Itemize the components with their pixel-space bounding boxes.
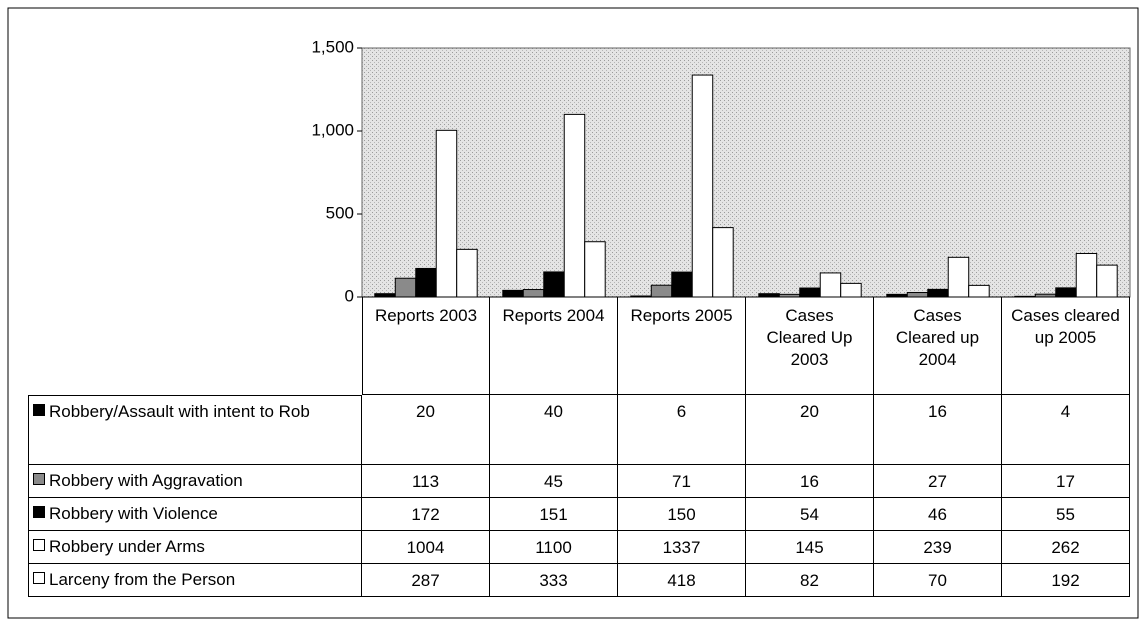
bar: [415, 267, 437, 298]
legend-label: Robbery under Arms: [49, 537, 205, 556]
table-value: 151: [490, 498, 618, 531]
table-value: 418: [618, 564, 746, 597]
row-header: Robbery with Violence: [28, 498, 362, 531]
column-header: Reports 2004: [490, 297, 618, 395]
row-header: Robbery/Assault with intent to Rob: [28, 395, 362, 465]
bar: [502, 289, 524, 298]
table-corner: [28, 297, 362, 395]
table-value: 1100: [490, 531, 618, 564]
y-tick-label: 0: [345, 286, 354, 305]
bar: [394, 277, 417, 298]
table-value: 113: [362, 465, 490, 498]
bar: [1075, 253, 1098, 298]
bar: [712, 227, 734, 298]
table-value: 287: [362, 564, 490, 597]
y-tick-label: 500: [326, 203, 354, 222]
table-value: 1004: [362, 531, 490, 564]
bar: [799, 287, 821, 298]
table-value: 20: [746, 395, 874, 465]
bar: [563, 113, 586, 298]
legend-label: Robbery with Violence: [49, 504, 218, 523]
table-value: 40: [490, 395, 618, 465]
bar: [456, 248, 478, 298]
row-header: Robbery with Aggravation: [28, 465, 362, 498]
frame: [7, 7, 1139, 619]
column-header: Cases cleared up 2005: [1002, 297, 1130, 395]
legend-key: [33, 404, 45, 416]
table-value: 16: [746, 465, 874, 498]
bar: [1055, 287, 1077, 298]
table-value: 262: [1002, 531, 1130, 564]
table-value: 145: [746, 531, 874, 564]
y-tick-label: 1,000: [311, 120, 354, 139]
legend-key: [33, 539, 45, 551]
table-value: 192: [1002, 564, 1130, 597]
table-value: 70: [874, 564, 1002, 597]
table-value: 150: [618, 498, 746, 531]
bar: [1096, 264, 1118, 298]
table-value: 45: [490, 465, 618, 498]
legend-key: [33, 572, 45, 584]
row-header: Larceny from the Person: [28, 564, 362, 597]
table-value: 71: [618, 465, 746, 498]
legend-key: [33, 506, 45, 518]
bar: [968, 284, 990, 298]
column-header: Reports 2003: [362, 297, 490, 395]
data-table: Reports 2003 Reports 2004 Reports 2005 Case…: [28, 297, 1130, 597]
bar: [840, 282, 862, 298]
table-value: 1337: [618, 531, 746, 564]
table-value: 54: [746, 498, 874, 531]
table-value: 27: [874, 465, 1002, 498]
row-header: Robbery under Arms: [28, 531, 362, 564]
bar: [435, 129, 458, 298]
column-header: Cases Cleared Up 2003: [746, 297, 874, 395]
table-value: 4: [1002, 395, 1130, 465]
table-value: 55: [1002, 498, 1130, 531]
bar: [691, 74, 714, 298]
bar: [927, 288, 949, 298]
bar: [522, 289, 545, 298]
legend-label: Robbery/Assault with intent to Rob: [49, 402, 310, 421]
bar: [671, 271, 693, 298]
bar: [947, 256, 970, 298]
column-header: Reports 2005: [618, 297, 746, 395]
bar: [543, 271, 565, 298]
table-value: 46: [874, 498, 1002, 531]
legend-key: [33, 473, 45, 485]
table-value: 172: [362, 498, 490, 531]
column-header: Cases Cleared up 2004: [874, 297, 1002, 395]
table-value: 239: [874, 531, 1002, 564]
table-value: 20: [362, 395, 490, 465]
legend-label: Larceny from the Person: [49, 570, 236, 589]
bar: [584, 241, 606, 298]
bar: [819, 272, 842, 298]
table-value: 6: [618, 395, 746, 465]
table-value: 333: [490, 564, 618, 597]
plot-area: [361, 47, 1131, 298]
bar: [650, 284, 673, 298]
legend-label: Robbery with Aggravation: [49, 471, 243, 490]
table-value: 82: [746, 564, 874, 597]
table-value: 16: [874, 395, 1002, 465]
table-value: 17: [1002, 465, 1130, 498]
y-tick-label: 1,500: [311, 37, 354, 56]
